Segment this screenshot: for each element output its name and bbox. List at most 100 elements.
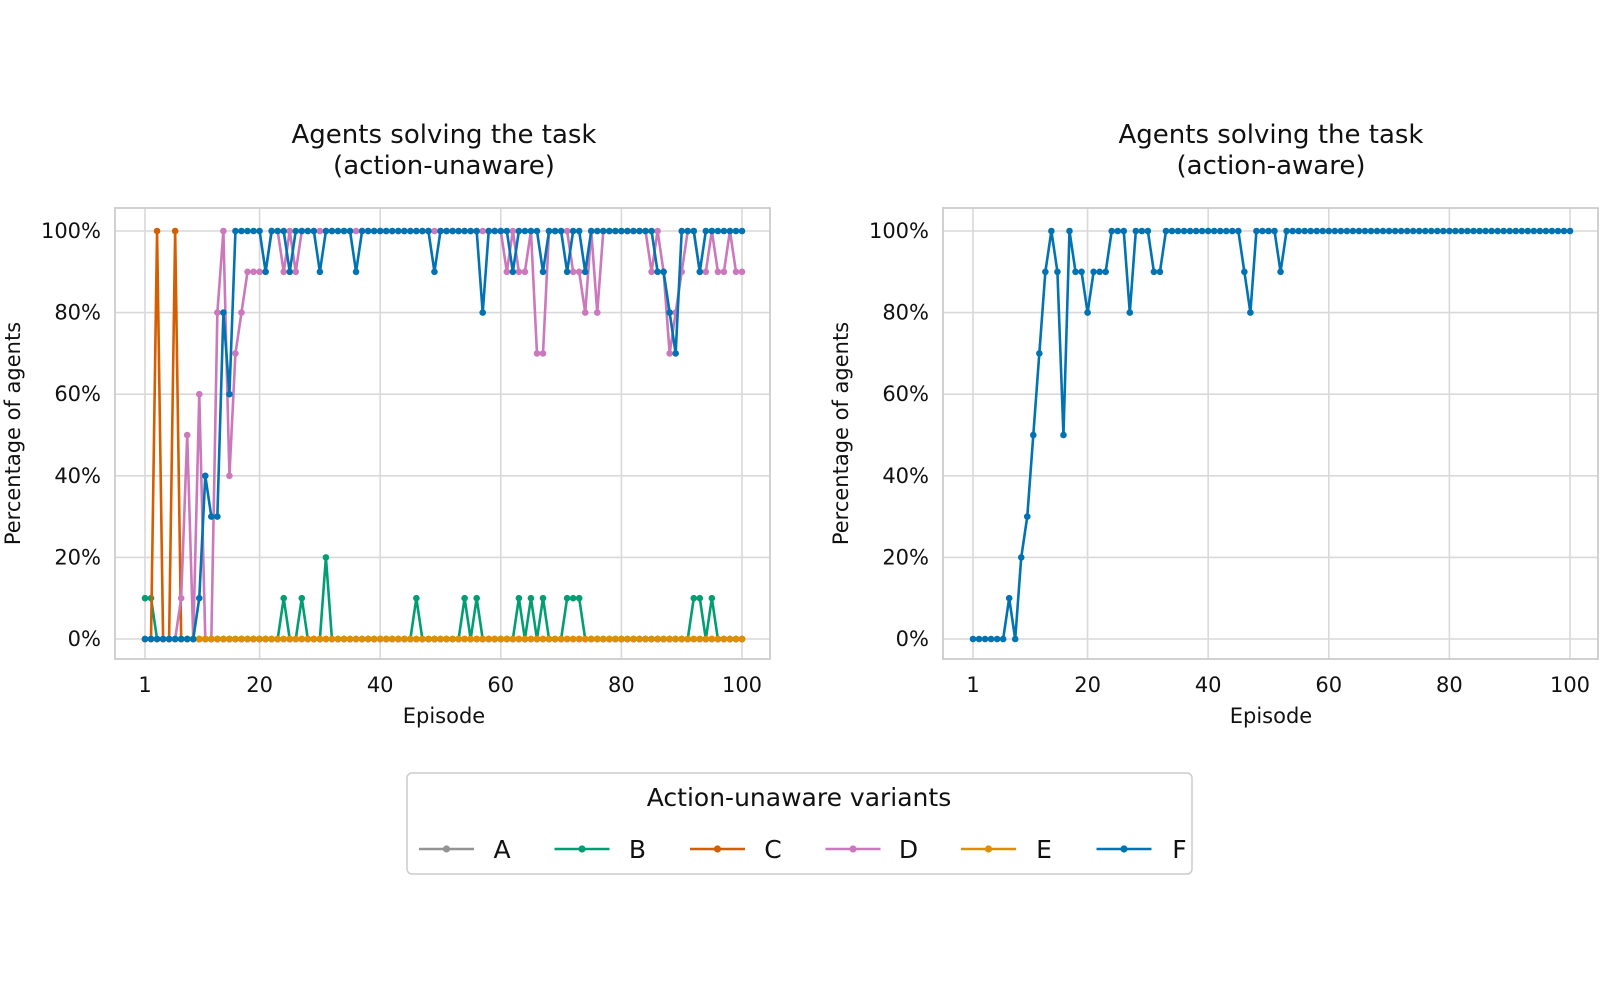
data-point [738,268,746,276]
data-point [232,350,239,357]
legend-swatch-marker [984,845,993,853]
y-tick-label: 0% [68,627,101,651]
data-point [636,635,643,643]
data-point [394,227,402,235]
data-point [195,635,203,643]
data-point [177,594,185,602]
data-point [545,635,553,643]
data-point [654,268,661,276]
legend-label: F [1172,835,1186,864]
data-point [244,227,251,235]
data-point [244,268,251,276]
data-point [696,635,704,643]
data-point [262,635,269,643]
data-point [618,635,625,643]
x-tick-label: 1 [138,673,151,697]
legend-label: A [493,835,510,864]
data-point [521,635,529,643]
data-point [250,268,257,276]
series-main [969,227,1574,643]
data-point [720,227,728,235]
data-point [684,227,692,235]
data-point [280,268,288,276]
legend-label: C [764,835,781,864]
legend-swatch-marker [1120,845,1128,853]
data-point [322,554,330,561]
legend-entry-c: C [690,835,782,864]
data-point [509,268,517,276]
data-point [1126,309,1134,316]
data-point [606,635,613,643]
data-point [539,350,547,357]
series-e [141,635,746,643]
data-point [171,635,179,643]
data-point [1428,227,1435,235]
data-point [738,635,746,643]
x-tick-label: 100 [722,673,762,697]
data-point [286,268,294,276]
data-point [256,227,263,235]
data-point [1289,227,1296,235]
data-point [1452,227,1459,235]
plot-frame [114,207,771,660]
data-point [220,309,227,316]
data-point [666,309,673,316]
data-point [1458,227,1465,235]
data-point [497,635,505,643]
data-point [720,635,728,643]
data-point [987,635,995,643]
data-point [612,635,619,643]
data-point [352,227,360,235]
data-point [624,635,631,643]
data-point [1054,268,1061,276]
data-point [1150,268,1158,276]
data-point [1295,227,1302,235]
data-point [600,635,607,643]
data-point [479,227,487,235]
data-point [1138,227,1146,235]
x-axis-label: Episode [403,704,485,728]
data-point [274,635,281,643]
data-point [1512,227,1520,235]
data-point [654,227,661,235]
data-point [358,227,366,235]
data-point [1017,554,1025,561]
data-point [1108,227,1115,235]
data-point [214,513,221,520]
data-point [509,227,517,235]
data-point [461,635,468,643]
data-point [141,594,149,602]
data-point [1373,227,1381,235]
data-point [286,227,294,235]
data-point [575,635,583,643]
data-point [401,635,408,643]
x-tick-label: 40 [1195,673,1222,697]
data-point [177,635,185,643]
series-line-b [145,556,742,641]
chart-title-line: Agents solving the task [1119,120,1424,150]
data-point [491,635,499,643]
data-point [141,635,149,643]
series-b [141,554,746,643]
data-point [581,309,589,316]
data-point [648,227,655,235]
legend-label: E [1036,835,1052,864]
legend-entry-f: F [1096,835,1187,864]
data-point [533,635,541,643]
data-point [1415,227,1423,235]
data-point [1331,227,1339,235]
data-point [636,227,643,235]
data-point [419,227,426,235]
data-point [515,635,523,643]
data-point [1470,227,1477,235]
data-point [1446,227,1453,235]
data-point [1506,227,1513,235]
data-point [545,227,553,235]
data-point [1379,227,1387,235]
series-line-c [145,229,742,641]
data-point [443,635,450,643]
data-point [678,635,685,643]
data-point [443,227,450,235]
x-tick-label: 80 [608,673,635,697]
data-point [1005,594,1013,602]
